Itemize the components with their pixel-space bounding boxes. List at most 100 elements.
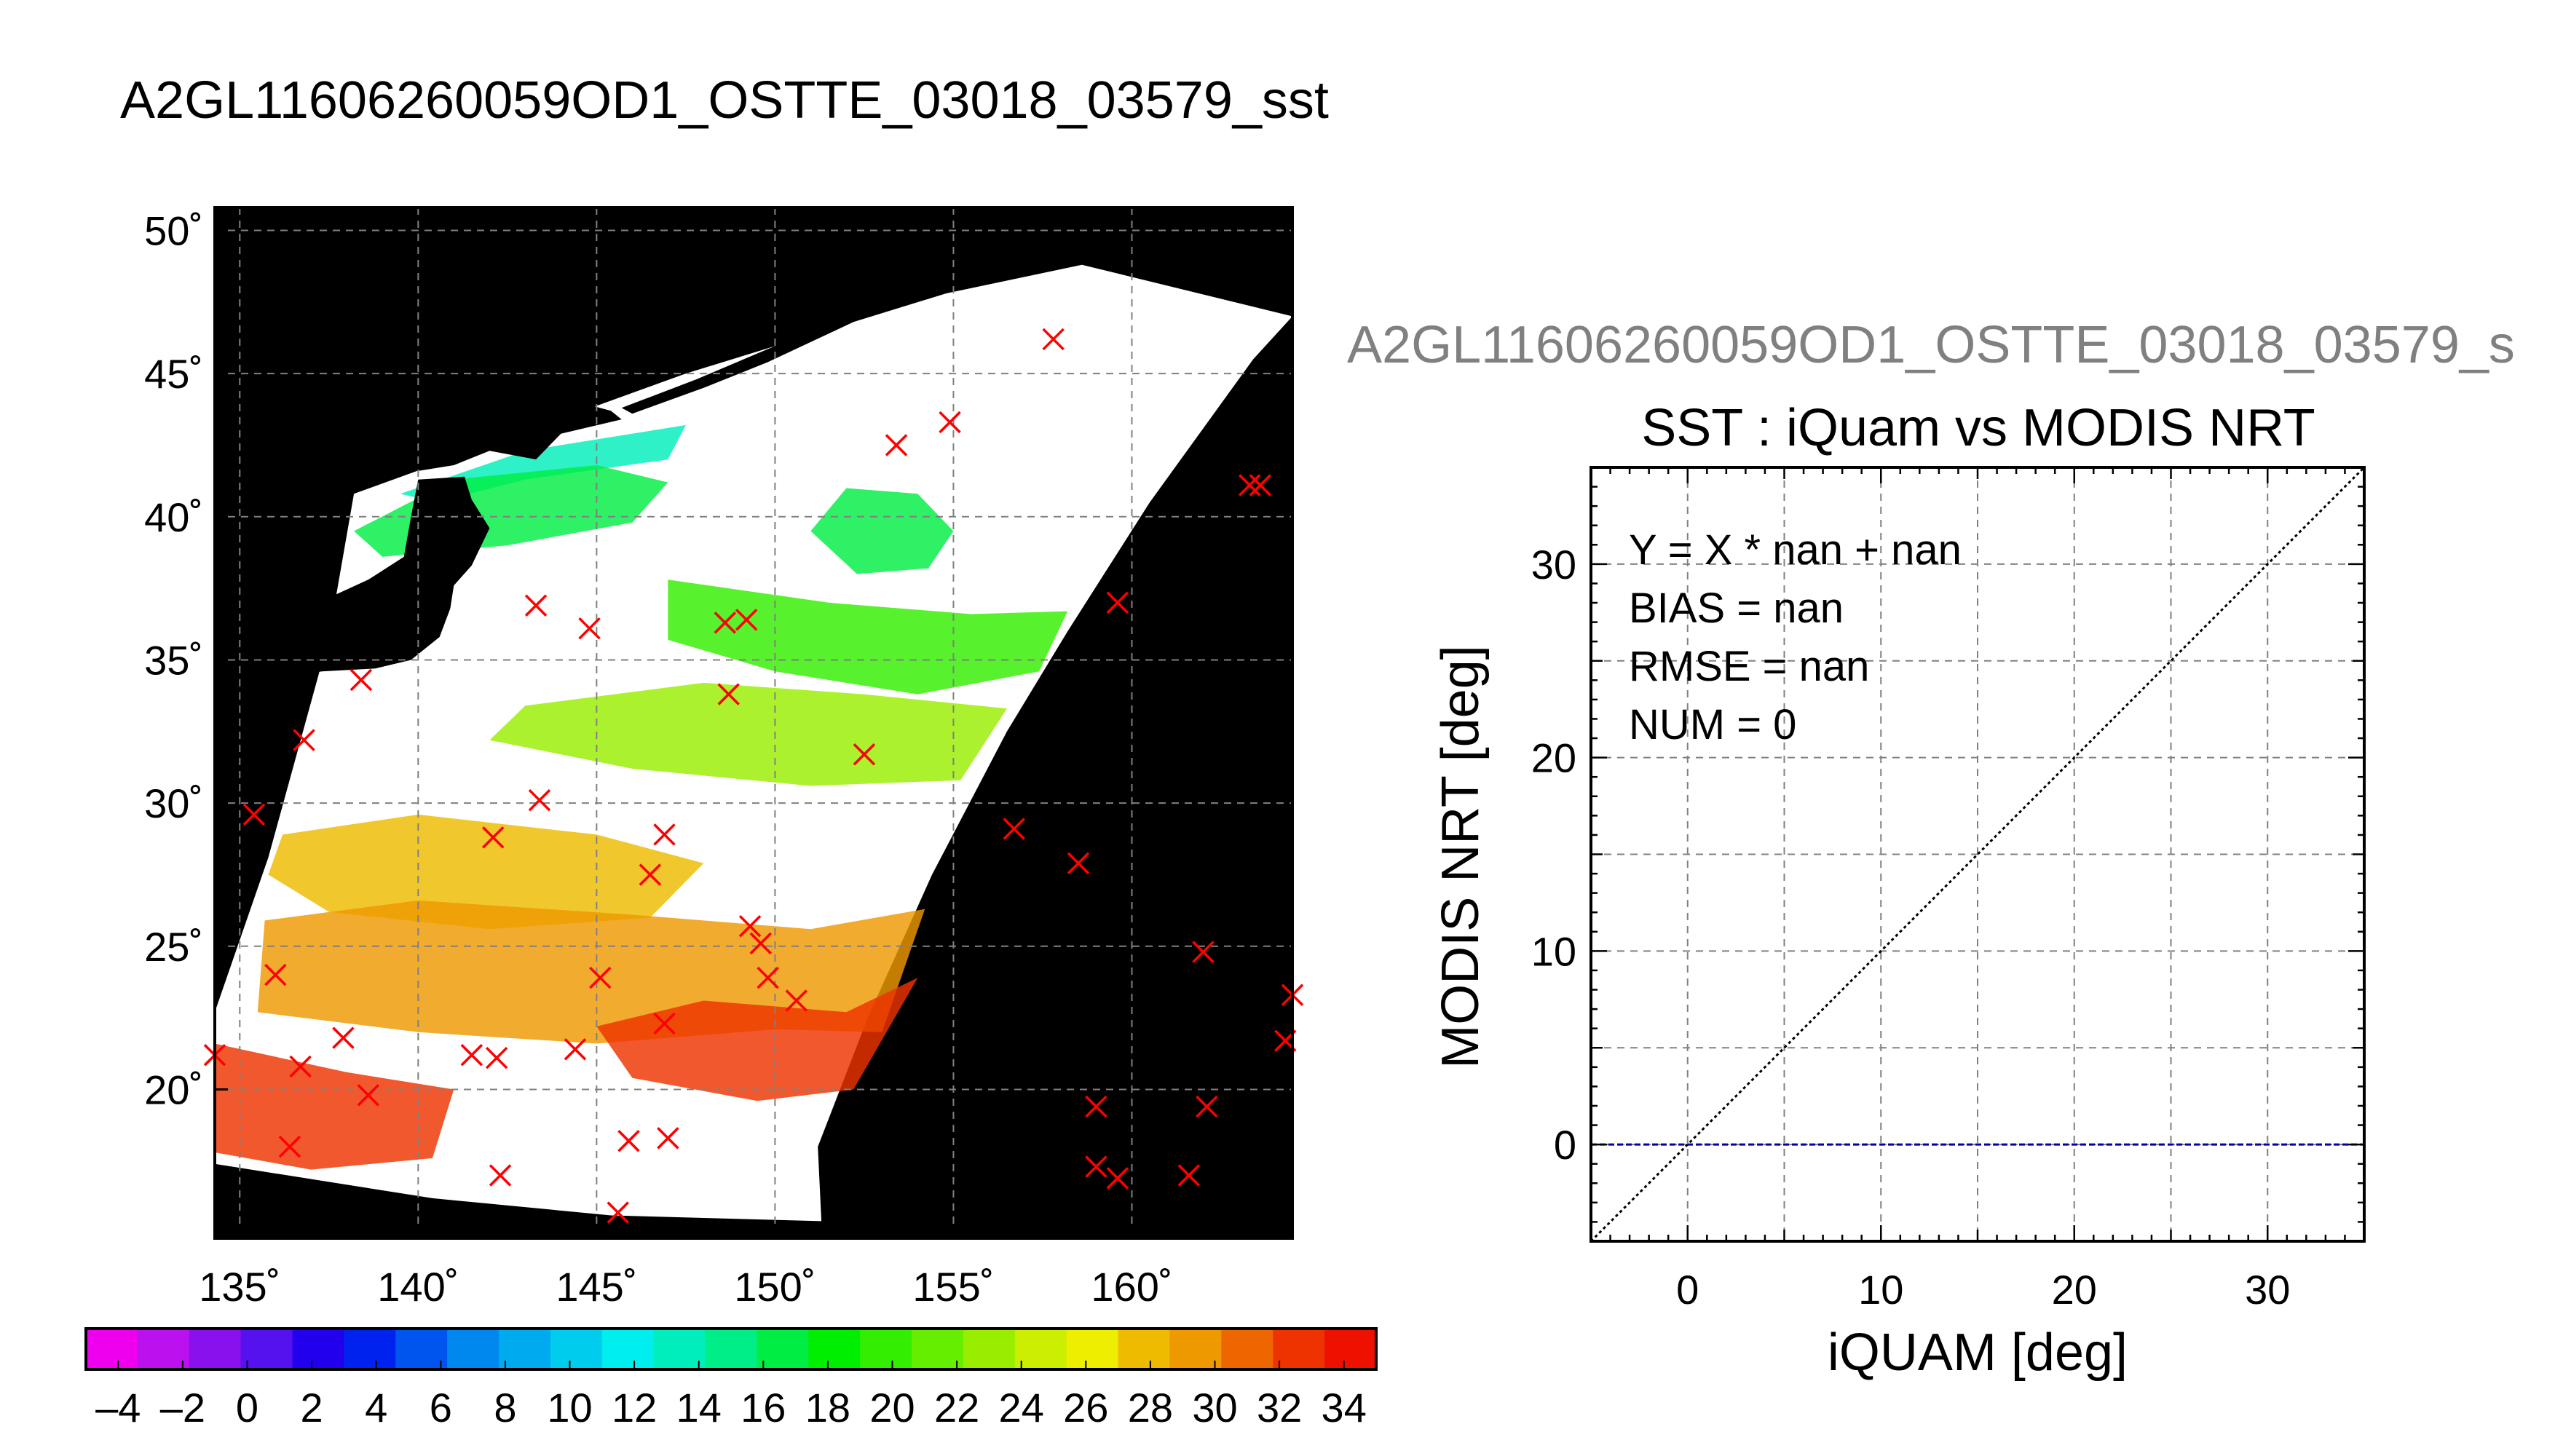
colorbar-cell-7 <box>447 1329 499 1369</box>
colorbar-cell-24 <box>1324 1329 1377 1369</box>
colorbar-cell-22 <box>1221 1329 1274 1369</box>
colorbar-cell-13 <box>757 1329 810 1369</box>
map-marker-1 <box>242 803 266 826</box>
map-markers <box>203 328 1304 1224</box>
colorbar-cell-8 <box>499 1329 551 1369</box>
scatter-x-tick-label-3: 30 <box>2245 1267 2290 1313</box>
map-marker-27 <box>617 1130 640 1152</box>
sst-region-2 <box>810 488 954 574</box>
map-marker-13 <box>717 683 740 705</box>
colorbar-label-7: 10 <box>547 1385 592 1431</box>
map-sst-regions <box>215 424 1068 1170</box>
colorbar-cell-1 <box>137 1329 190 1369</box>
map-marker-18 <box>738 915 762 938</box>
map-marker-17 <box>639 863 662 886</box>
map-marker-33 <box>939 411 961 434</box>
map-marker-25 <box>460 1044 483 1067</box>
map-marker-3 <box>293 729 315 751</box>
land-sakhalin <box>482 207 547 348</box>
map-y-tick-label-3: 35˚ <box>144 637 203 683</box>
colorbar-frame <box>84 1327 1378 1371</box>
colorbar-cell-5 <box>344 1329 397 1369</box>
colorbar-label-13: 22 <box>934 1385 979 1431</box>
scatter-stat-1: BIAS = nan <box>1629 585 1844 632</box>
map-frame <box>213 206 1294 1240</box>
colorbar-label-8: 12 <box>612 1385 657 1431</box>
sst-region-7 <box>215 1043 454 1170</box>
page-title: A2GL11606260059OD1_OSTTE_03018_03579_sst <box>120 71 1329 130</box>
map-y-tick-label-1: 25˚ <box>144 924 203 970</box>
colorbar-cell-15 <box>860 1329 912 1369</box>
scatter-y-label: MODIS NRT [deg] <box>1431 645 1490 1069</box>
map-marker-19 <box>749 932 773 955</box>
map-marker-9 <box>524 594 548 617</box>
map-x-tick-label-1: 140˚ <box>377 1264 459 1310</box>
scatter-stat-3: NUM = 0 <box>1629 701 1796 748</box>
land-honshu <box>221 476 490 700</box>
colorbar-label-9: 14 <box>676 1385 722 1431</box>
colorbar-labels: –4 –2 0 2 4 6 8 10 12 14 16 18 20 22 24 26 28 30 32 34 <box>95 1361 1367 1431</box>
colorbar-label-5: 6 <box>430 1385 452 1431</box>
scatter-x-tick-label-2: 20 <box>2052 1267 2097 1313</box>
map-marker-14 <box>528 788 551 812</box>
sst-map: 135˚ 140˚ 145˚ 150˚ 155˚ 160˚ 20˚ 25˚ 30˚ 35˚ 40˚… <box>144 206 1304 1310</box>
colorbar-cell-20 <box>1118 1329 1171 1369</box>
map-grid <box>215 207 1292 1238</box>
map-marker-35 <box>1238 474 1261 496</box>
map-y-ticks: 20˚ 25˚ 30˚ 35˚ 40˚ 45˚ 50˚ <box>144 207 228 1112</box>
map-marker-29 <box>489 1164 512 1187</box>
map-x-tick-label-5: 160˚ <box>1091 1264 1172 1310</box>
map-y-tick-label-6: 50˚ <box>144 207 203 253</box>
land-okhotsk-coast <box>649 207 864 231</box>
colorbar-cell-10 <box>601 1329 655 1369</box>
scatter-reference-line <box>1590 466 2366 1243</box>
map-marker-10 <box>578 617 601 640</box>
map-marker-32 <box>885 434 908 456</box>
colorbar-cell-6 <box>395 1329 448 1369</box>
scatter-stat-0: Y = X * nan + nan <box>1629 526 1962 574</box>
colorbar-label-0: –4 <box>95 1385 141 1431</box>
scatter-x-tick-label-0: 0 <box>1676 1267 1699 1313</box>
colorbar-cell-17 <box>963 1329 1016 1369</box>
map-marker-12 <box>735 609 758 631</box>
scatter-title: SST : iQuam vs MODIS NRT <box>1641 399 2315 457</box>
map-marker-28 <box>657 1127 679 1150</box>
scatter-y-tick-label-0: 0 <box>1554 1122 1576 1168</box>
map-marker-11 <box>714 612 737 634</box>
map-marker-5 <box>332 1026 355 1049</box>
map-y-tick-label-4: 40˚ <box>144 494 203 540</box>
map-marker-39 <box>1067 852 1090 874</box>
map-marker-2 <box>264 963 287 986</box>
scatter-stat-2: RMSE = nan <box>1629 643 1869 690</box>
colorbar-cell-12 <box>705 1329 758 1369</box>
map-x-tick-label-3: 150˚ <box>734 1264 816 1310</box>
colorbar-label-10: 16 <box>741 1385 786 1431</box>
colorbar-cell-0 <box>86 1329 138 1369</box>
map-marker-24 <box>564 1038 587 1061</box>
colorbar-label-19: 34 <box>1322 1385 1367 1431</box>
map-marker-7 <box>357 1084 379 1107</box>
colorbar-label-3: 2 <box>301 1385 323 1431</box>
colorbar-cell-2 <box>189 1329 242 1369</box>
map-y-tick-label-0: 20˚ <box>144 1067 203 1112</box>
land-kuril-islands <box>621 319 854 414</box>
map-marker-43 <box>1085 1095 1107 1118</box>
colorbar-cell-16 <box>912 1329 964 1369</box>
map-marker-45 <box>1085 1155 1107 1178</box>
colorbar-cell-4 <box>292 1329 345 1369</box>
colorbar-cell-21 <box>1169 1329 1223 1369</box>
colorbar-cell-23 <box>1273 1329 1325 1369</box>
scatter-x-label: iQUAM [deg] <box>1828 1324 2128 1382</box>
map-marker-46 <box>1106 1167 1129 1190</box>
scatter-y-tick-label-1: 10 <box>1531 928 1576 974</box>
map-marker-6 <box>289 1055 312 1078</box>
scatter-panel: A2GL11606260059OD1_OSTTE_03018_03579_s S… <box>1347 316 2515 1382</box>
scatter-y-tick-label-3: 30 <box>1531 542 1576 587</box>
colorbar-label-16: 28 <box>1128 1385 1173 1431</box>
colorbar-cell-14 <box>808 1329 861 1369</box>
colorbar-cell-11 <box>653 1329 706 1369</box>
sst-region-5 <box>268 814 704 930</box>
map-marker-40 <box>1192 941 1215 963</box>
colorbar-cell-9 <box>550 1329 603 1369</box>
